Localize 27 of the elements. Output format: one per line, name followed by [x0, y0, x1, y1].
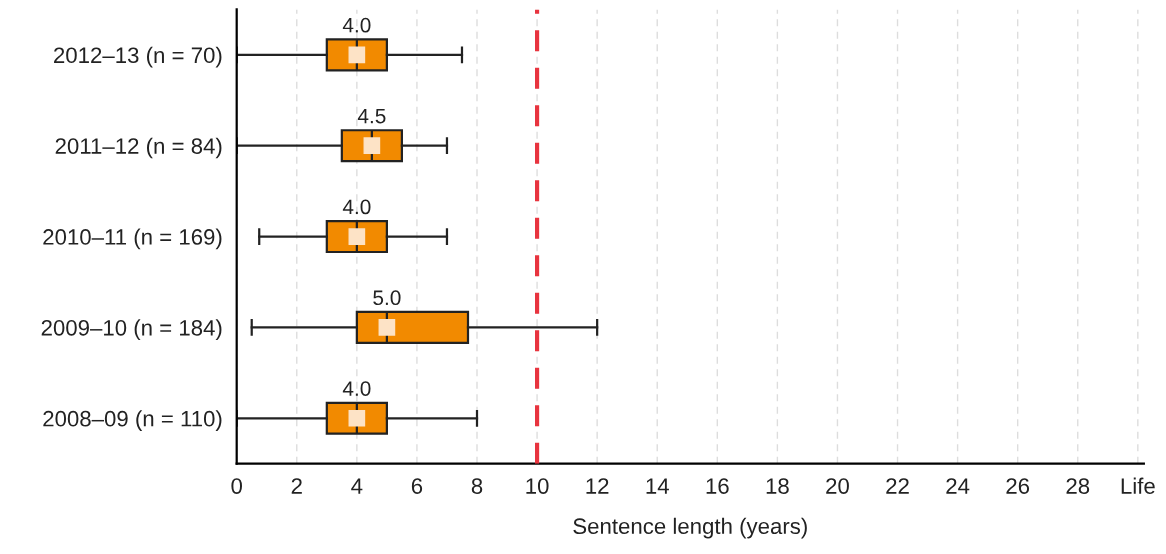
text: 4.0 [342, 381, 371, 396]
x-tick-label: 16 [706, 478, 729, 494]
x-tick-label: 10 [526, 478, 549, 494]
x-tick-label: 6 [411, 478, 423, 494]
y-tick-label: 2012–13 (n = 70) [54, 46, 222, 68]
x-tick-label: 4 [351, 478, 363, 494]
x-tick-label: 20 [826, 478, 849, 494]
x-tick-label: 0 [231, 478, 243, 494]
x-tick-label: 26 [1006, 478, 1030, 494]
x-axis-title: Sentence length (years) [573, 517, 807, 539]
text: 4.0 [342, 17, 371, 33]
text: 5.0 [373, 290, 401, 306]
x-tick-label: 14 [646, 478, 669, 494]
x-tick-label: 24 [946, 478, 970, 494]
x-tick-label: 28 [1066, 478, 1090, 494]
y-tick-label: 2008–09 (n = 110) [43, 410, 222, 431]
x-tick-label: Life [1121, 477, 1155, 494]
y-tick-label: 2009–10 (n = 184) [41, 319, 222, 341]
text: 4.5 [357, 108, 386, 124]
x-tick-label: 12 [586, 478, 609, 494]
x-tick-label: 18 [766, 478, 789, 494]
x-tick-label: 8 [471, 478, 483, 494]
text: 4.0 [342, 199, 371, 215]
x-tick-label: 2 [291, 478, 302, 494]
y-tick-label: 2011–12 (n = 84) [55, 137, 222, 159]
x-tick-label: 22 [886, 478, 909, 494]
y-tick-label: 2010–11 (n = 169) [43, 228, 222, 250]
